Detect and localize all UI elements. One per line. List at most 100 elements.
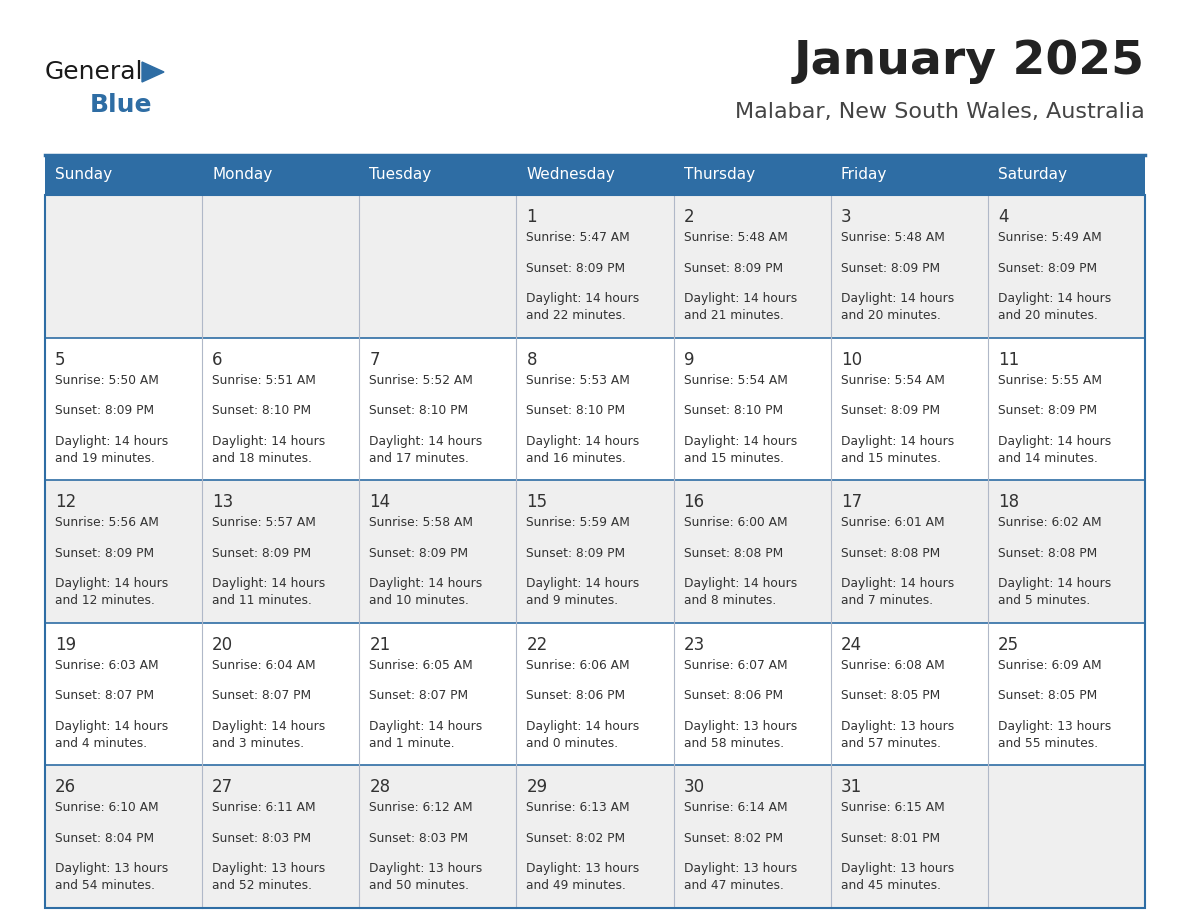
Text: Sunset: 8:01 PM: Sunset: 8:01 PM — [841, 832, 940, 845]
Text: Friday: Friday — [841, 167, 887, 183]
Bar — [45, 195, 1145, 338]
Text: Sunset: 8:02 PM: Sunset: 8:02 PM — [526, 832, 626, 845]
Text: Daylight: 14 hours
and 15 minutes.: Daylight: 14 hours and 15 minutes. — [841, 434, 954, 465]
Text: Daylight: 14 hours
and 3 minutes.: Daylight: 14 hours and 3 minutes. — [213, 720, 326, 750]
Text: 10: 10 — [841, 351, 861, 369]
Text: Sunset: 8:09 PM: Sunset: 8:09 PM — [369, 547, 468, 560]
Text: Daylight: 13 hours
and 52 minutes.: Daylight: 13 hours and 52 minutes. — [213, 862, 326, 892]
Text: Daylight: 13 hours
and 47 minutes.: Daylight: 13 hours and 47 minutes. — [683, 862, 797, 892]
Text: Sunset: 8:03 PM: Sunset: 8:03 PM — [369, 832, 468, 845]
Text: 29: 29 — [526, 778, 548, 797]
Text: Daylight: 13 hours
and 57 minutes.: Daylight: 13 hours and 57 minutes. — [841, 720, 954, 750]
Text: Sunrise: 5:56 AM: Sunrise: 5:56 AM — [55, 516, 159, 529]
Text: 20: 20 — [213, 636, 233, 654]
Text: Sunset: 8:05 PM: Sunset: 8:05 PM — [998, 689, 1097, 702]
Text: Sunset: 8:09 PM: Sunset: 8:09 PM — [683, 262, 783, 274]
Text: 21: 21 — [369, 636, 391, 654]
Text: Sunrise: 6:10 AM: Sunrise: 6:10 AM — [55, 801, 159, 814]
Text: Sunset: 8:10 PM: Sunset: 8:10 PM — [213, 404, 311, 417]
Text: Daylight: 14 hours
and 22 minutes.: Daylight: 14 hours and 22 minutes. — [526, 292, 639, 322]
Bar — [45, 155, 1145, 195]
Text: Sunset: 8:06 PM: Sunset: 8:06 PM — [683, 689, 783, 702]
Text: Daylight: 14 hours
and 20 minutes.: Daylight: 14 hours and 20 minutes. — [998, 292, 1111, 322]
Text: 30: 30 — [683, 778, 704, 797]
Text: 17: 17 — [841, 493, 861, 511]
Text: Daylight: 14 hours
and 11 minutes.: Daylight: 14 hours and 11 minutes. — [213, 577, 326, 607]
Bar — [45, 338, 1145, 480]
Text: 22: 22 — [526, 636, 548, 654]
Text: 2: 2 — [683, 208, 694, 226]
Text: 1: 1 — [526, 208, 537, 226]
Text: Daylight: 14 hours
and 21 minutes.: Daylight: 14 hours and 21 minutes. — [683, 292, 797, 322]
Text: Sunrise: 5:53 AM: Sunrise: 5:53 AM — [526, 374, 631, 386]
Text: Daylight: 14 hours
and 8 minutes.: Daylight: 14 hours and 8 minutes. — [683, 577, 797, 607]
Text: Daylight: 14 hours
and 15 minutes.: Daylight: 14 hours and 15 minutes. — [683, 434, 797, 465]
Text: Sunset: 8:09 PM: Sunset: 8:09 PM — [55, 547, 154, 560]
Text: 6: 6 — [213, 351, 222, 369]
Text: Sunset: 8:08 PM: Sunset: 8:08 PM — [683, 547, 783, 560]
Text: Sunrise: 6:12 AM: Sunrise: 6:12 AM — [369, 801, 473, 814]
Text: 28: 28 — [369, 778, 391, 797]
Text: Malabar, New South Wales, Australia: Malabar, New South Wales, Australia — [735, 102, 1145, 122]
Text: 24: 24 — [841, 636, 861, 654]
Bar — [45, 195, 1145, 908]
Text: Sunset: 8:09 PM: Sunset: 8:09 PM — [526, 547, 626, 560]
Text: 4: 4 — [998, 208, 1009, 226]
Text: Sunset: 8:10 PM: Sunset: 8:10 PM — [526, 404, 626, 417]
Text: Daylight: 14 hours
and 4 minutes.: Daylight: 14 hours and 4 minutes. — [55, 720, 169, 750]
Text: 15: 15 — [526, 493, 548, 511]
Text: Sunrise: 6:02 AM: Sunrise: 6:02 AM — [998, 516, 1101, 529]
Text: 11: 11 — [998, 351, 1019, 369]
Bar — [45, 622, 1145, 766]
Text: 23: 23 — [683, 636, 704, 654]
Text: Sunrise: 6:09 AM: Sunrise: 6:09 AM — [998, 659, 1101, 672]
Text: 25: 25 — [998, 636, 1019, 654]
Text: Sunrise: 6:11 AM: Sunrise: 6:11 AM — [213, 801, 316, 814]
Text: Daylight: 13 hours
and 49 minutes.: Daylight: 13 hours and 49 minutes. — [526, 862, 639, 892]
Text: Sunrise: 6:06 AM: Sunrise: 6:06 AM — [526, 659, 630, 672]
Text: Sunrise: 6:05 AM: Sunrise: 6:05 AM — [369, 659, 473, 672]
Text: 31: 31 — [841, 778, 862, 797]
Text: Sunday: Sunday — [55, 167, 112, 183]
Text: 16: 16 — [683, 493, 704, 511]
Text: Sunrise: 6:04 AM: Sunrise: 6:04 AM — [213, 659, 316, 672]
Text: 12: 12 — [55, 493, 76, 511]
Text: Sunrise: 5:49 AM: Sunrise: 5:49 AM — [998, 231, 1101, 244]
Text: General: General — [45, 60, 144, 84]
Polygon shape — [143, 62, 164, 82]
Text: Sunrise: 6:13 AM: Sunrise: 6:13 AM — [526, 801, 630, 814]
Text: Sunrise: 5:52 AM: Sunrise: 5:52 AM — [369, 374, 473, 386]
Text: Daylight: 13 hours
and 55 minutes.: Daylight: 13 hours and 55 minutes. — [998, 720, 1111, 750]
Bar — [45, 766, 1145, 908]
Text: Sunrise: 6:07 AM: Sunrise: 6:07 AM — [683, 659, 788, 672]
Text: 8: 8 — [526, 351, 537, 369]
Text: Daylight: 14 hours
and 9 minutes.: Daylight: 14 hours and 9 minutes. — [526, 577, 639, 607]
Text: Monday: Monday — [213, 167, 272, 183]
Text: Sunrise: 6:03 AM: Sunrise: 6:03 AM — [55, 659, 159, 672]
Text: Sunrise: 6:15 AM: Sunrise: 6:15 AM — [841, 801, 944, 814]
Text: Saturday: Saturday — [998, 167, 1067, 183]
Text: Daylight: 14 hours
and 18 minutes.: Daylight: 14 hours and 18 minutes. — [213, 434, 326, 465]
Text: Daylight: 14 hours
and 20 minutes.: Daylight: 14 hours and 20 minutes. — [841, 292, 954, 322]
Text: Daylight: 13 hours
and 45 minutes.: Daylight: 13 hours and 45 minutes. — [841, 862, 954, 892]
Text: Sunset: 8:10 PM: Sunset: 8:10 PM — [683, 404, 783, 417]
Text: Sunrise: 5:58 AM: Sunrise: 5:58 AM — [369, 516, 473, 529]
Text: Sunset: 8:09 PM: Sunset: 8:09 PM — [213, 547, 311, 560]
Text: Sunset: 8:04 PM: Sunset: 8:04 PM — [55, 832, 154, 845]
Text: Sunset: 8:09 PM: Sunset: 8:09 PM — [998, 404, 1097, 417]
Text: Blue: Blue — [90, 93, 152, 117]
Text: Daylight: 13 hours
and 54 minutes.: Daylight: 13 hours and 54 minutes. — [55, 862, 169, 892]
Text: Tuesday: Tuesday — [369, 167, 431, 183]
Text: Sunrise: 5:48 AM: Sunrise: 5:48 AM — [683, 231, 788, 244]
Text: 26: 26 — [55, 778, 76, 797]
Text: Sunrise: 5:54 AM: Sunrise: 5:54 AM — [841, 374, 944, 386]
Text: Sunrise: 5:47 AM: Sunrise: 5:47 AM — [526, 231, 630, 244]
Text: 3: 3 — [841, 208, 852, 226]
Text: Sunrise: 6:00 AM: Sunrise: 6:00 AM — [683, 516, 788, 529]
Text: Sunset: 8:07 PM: Sunset: 8:07 PM — [369, 689, 468, 702]
Text: Sunset: 8:07 PM: Sunset: 8:07 PM — [55, 689, 154, 702]
Text: Daylight: 14 hours
and 5 minutes.: Daylight: 14 hours and 5 minutes. — [998, 577, 1111, 607]
Text: Sunset: 8:06 PM: Sunset: 8:06 PM — [526, 689, 626, 702]
Text: Sunrise: 6:14 AM: Sunrise: 6:14 AM — [683, 801, 788, 814]
Text: 7: 7 — [369, 351, 380, 369]
